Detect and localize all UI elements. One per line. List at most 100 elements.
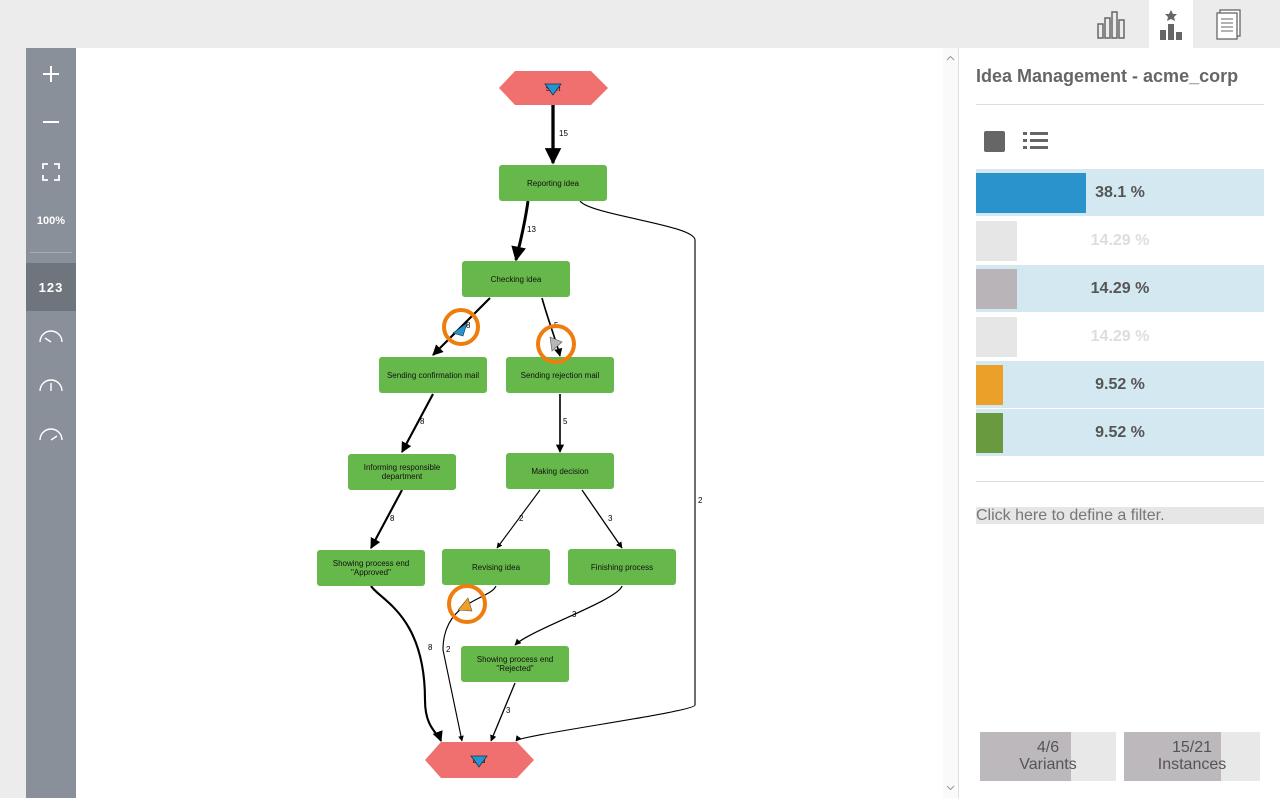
activity-label: Reporting idea — [526, 178, 580, 188]
edge[interactable] — [541, 297, 563, 357]
activity-node[interactable] — [348, 454, 456, 490]
edge[interactable] — [515, 200, 696, 742]
stat-box: 15/21 Instances — [1124, 732, 1260, 781]
edge[interactable] — [496, 489, 541, 549]
end-token — [470, 755, 488, 768]
zoom-in[interactable] — [26, 50, 76, 98]
gauge-high[interactable] — [26, 410, 76, 458]
list-view[interactable] — [1023, 130, 1049, 152]
activity-node[interactable] — [317, 550, 425, 586]
edge[interactable] — [370, 585, 443, 742]
tab-selected[interactable] — [1149, 0, 1193, 48]
gauge-icon — [39, 330, 63, 343]
stat-text: 15/21 Instances — [1124, 739, 1260, 773]
activity-label: Showing process end "Rejected" — [476, 655, 554, 673]
edge-count: 8 — [420, 417, 425, 426]
activity-node[interactable] — [442, 549, 550, 585]
edge-count: 8 — [390, 514, 395, 523]
gauge-icon — [39, 428, 63, 441]
activity-box: Making decision — [531, 467, 588, 476]
start-token — [544, 83, 562, 96]
token-ring — [447, 584, 487, 624]
divider — [30, 252, 72, 253]
activity-label: Checking idea — [490, 274, 542, 284]
variant-percent: 9.52 % — [1095, 376, 1145, 393]
variant-percent: 38.1 % — [1095, 184, 1145, 201]
expand-icon — [42, 163, 60, 181]
activity-node[interactable] — [461, 646, 569, 682]
stat-label: Instances — [1157, 756, 1227, 773]
activity-box: Revising idea — [471, 562, 521, 572]
edge[interactable] — [432, 297, 491, 356]
variant-percent: 9.52 % — [1095, 424, 1145, 441]
gauge-low[interactable] — [26, 312, 76, 360]
variant-percent: 14.29 % — [1090, 328, 1150, 345]
variant-row[interactable]: 14.29 % — [976, 265, 1264, 312]
activity-box: Informing responsible department — [364, 463, 440, 481]
document-icon[interactable] — [1212, 8, 1246, 40]
edge-count: 3 — [608, 514, 613, 523]
zoom-reset[interactable]: 100% — [36, 215, 66, 227]
activity-node[interactable] — [379, 357, 487, 393]
edge-count: 2 — [519, 514, 524, 523]
plus-icon — [43, 66, 59, 82]
token[interactable] — [452, 322, 468, 337]
variant-row[interactable]: 9.52 % — [976, 409, 1264, 456]
left-gutter — [0, 48, 26, 798]
filter-button[interactable]: Click here to define a filter. — [976, 507, 1264, 524]
edge[interactable] — [581, 489, 623, 549]
edge-count: 15 — [559, 129, 568, 138]
activity-node[interactable] — [568, 549, 676, 585]
edge-count: 8 — [466, 321, 471, 330]
chart-icon[interactable] — [1095, 8, 1129, 40]
variant-bar — [976, 173, 1086, 213]
activity-box: Showing process end "Approved" — [333, 559, 410, 577]
variant-row[interactable]: 14.29 % — [976, 313, 1264, 360]
map-toolbar: 100% 123 — [26, 48, 76, 798]
activity-node[interactable] — [506, 357, 614, 393]
edge-count: 3 — [572, 610, 577, 619]
variant-percent: 14.29 % — [1090, 232, 1150, 249]
edge-count: 2 — [446, 645, 451, 654]
variant-row[interactable]: 38.1 % — [976, 169, 1264, 216]
edge[interactable] — [514, 585, 623, 646]
side-panel: Idea Management - acme_corp 38.1 % 14.29 … — [958, 48, 1280, 798]
activity-box: Showing process end "Rejected" — [476, 655, 554, 673]
edge[interactable] — [370, 489, 403, 549]
activity-box: Checking idea — [490, 274, 542, 284]
panel-title: Idea Management - acme_corp — [976, 66, 1239, 86]
variant-bar — [976, 365, 1004, 405]
edge[interactable] — [490, 682, 516, 742]
activity-box: Sending confirmation mail — [386, 370, 480, 380]
token[interactable] — [457, 597, 473, 612]
fit[interactable] — [26, 148, 76, 196]
tile-view[interactable] — [984, 131, 1005, 152]
zoom-out[interactable] — [26, 98, 76, 146]
activity-label: Revising idea — [471, 562, 521, 572]
activity-label: Sending confirmation mail — [386, 370, 480, 380]
token-ring — [536, 324, 576, 364]
tokens — [442, 308, 576, 624]
minus-icon — [43, 121, 59, 123]
variant-row[interactable]: 9.52 % — [976, 361, 1264, 408]
edge[interactable] — [511, 200, 530, 262]
stat-value: 4/6 — [1036, 739, 1060, 756]
gauge-mid[interactable] — [26, 361, 76, 409]
edge[interactable] — [401, 393, 434, 453]
variant-percent: 14.29 % — [1090, 280, 1150, 297]
edge-count: 13 — [527, 225, 536, 234]
activity-node[interactable] — [499, 165, 607, 201]
variant-bar — [976, 413, 1004, 453]
numbers-toggle[interactable]: 123 — [26, 263, 76, 311]
token[interactable] — [549, 336, 563, 352]
variant-row[interactable]: 14.29 % — [976, 217, 1264, 264]
edge-count: 5 — [563, 417, 568, 426]
activity-label: Sending rejection mail — [520, 370, 600, 380]
activity-node[interactable] — [506, 453, 614, 489]
scrollbar[interactable] — [943, 48, 958, 798]
activity-node[interactable] — [462, 261, 570, 297]
stat-fill — [980, 732, 1071, 781]
